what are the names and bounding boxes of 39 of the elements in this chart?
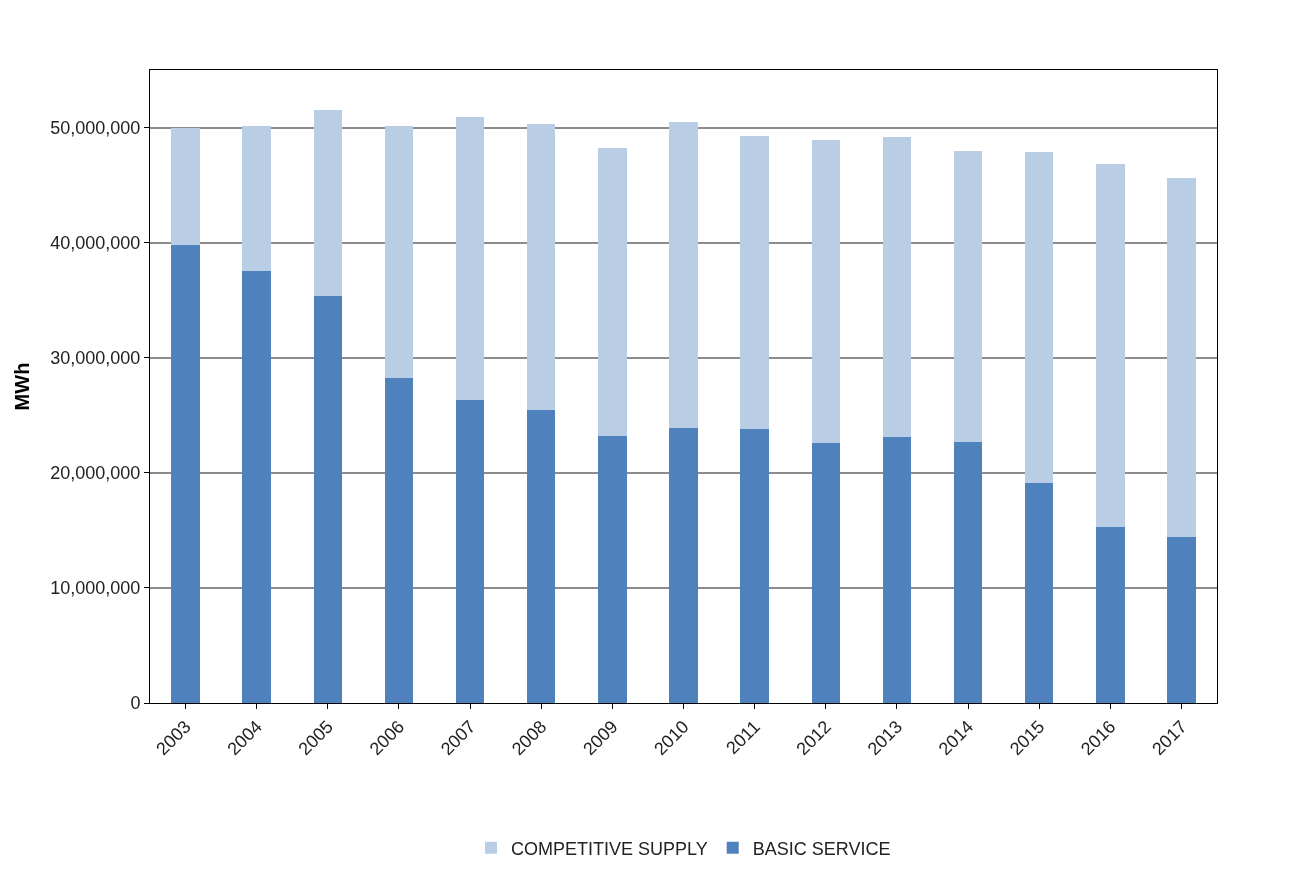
bar [455, 117, 485, 401]
bar [669, 121, 698, 428]
y-tick-label: 30,000,000 [50, 348, 141, 369]
bar [811, 140, 840, 443]
bar [598, 148, 627, 436]
bar [313, 110, 343, 296]
y-tick-label: 40,000,000 [50, 232, 141, 253]
y-tick-label: 50,000,000 [50, 117, 141, 138]
bar [242, 126, 271, 272]
bar [313, 295, 343, 703]
bar [598, 435, 627, 703]
bar [384, 126, 414, 379]
bar [527, 124, 556, 410]
bar [242, 271, 271, 703]
bar [1096, 164, 1125, 527]
y-axis-title: MWh [10, 362, 33, 411]
bar [669, 427, 698, 703]
bar [171, 244, 200, 703]
bar [953, 441, 983, 703]
bar [882, 437, 912, 703]
bar [1024, 483, 1054, 703]
bar [527, 409, 556, 703]
bar [882, 136, 912, 438]
y-tick-label: 10,000,000 [50, 578, 141, 599]
y-tick-label: 0 [130, 693, 141, 714]
bar [811, 442, 840, 703]
bar [1167, 178, 1196, 538]
y-tick-label: 20,000,000 [50, 463, 141, 484]
bar [1096, 526, 1125, 703]
bar [740, 135, 769, 430]
legend-label: BASIC SERVICE [752, 838, 891, 859]
bar [740, 429, 769, 703]
legend-label: COMPETITIVE SUPPLY [511, 838, 708, 859]
bar [1024, 151, 1054, 484]
bar [953, 150, 983, 442]
bar [384, 378, 414, 703]
bar [171, 127, 200, 245]
bar [1167, 537, 1196, 703]
bar [455, 400, 485, 703]
